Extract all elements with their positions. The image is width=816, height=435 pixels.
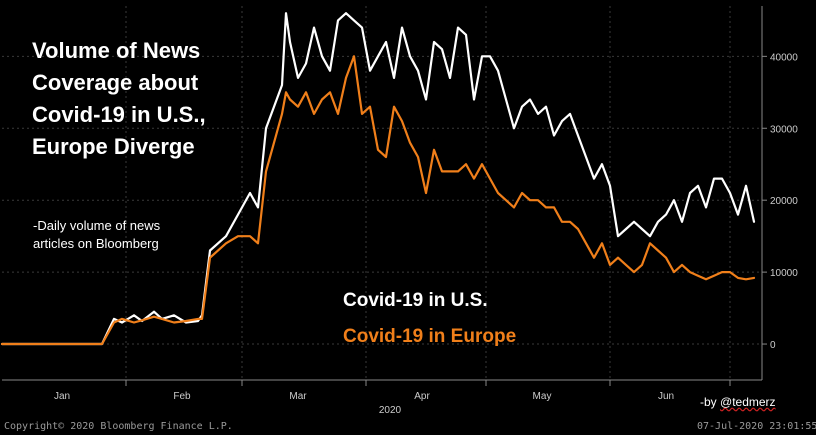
y-tick-label-0: 0 — [770, 340, 776, 351]
author-credit: -by @tedmerz — [700, 395, 776, 409]
series-layer — [0, 12, 756, 346]
legend-us: Covid-19 in U.S. — [343, 290, 488, 311]
x-year-label: 2020 — [379, 405, 402, 416]
x-tick-label-feb: Feb — [173, 391, 191, 402]
timestamp-footer: 07-Jul-2020 23:01:55 — [697, 421, 816, 432]
series-line-us — [0, 12, 756, 346]
y-tick-label-20000: 20000 — [770, 196, 798, 207]
copyright-footer: Copyright© 2020 Bloomberg Finance L.P. — [4, 421, 233, 432]
chart-title-line-2: Coverage about — [32, 70, 199, 95]
grid-layer — [2, 6, 762, 380]
y-tick-label-10000: 10000 — [770, 268, 798, 279]
series-line-europe — [0, 55, 756, 346]
tick-label-layer: 0 10000 20000 30000 40000 Jan Feb Mar Apr May Jun 2… — [54, 52, 798, 416]
axis-layer — [2, 6, 767, 386]
x-tick-label-may: May — [533, 391, 552, 402]
chart-title-line-1: Volume of News — [32, 38, 201, 63]
chart-title-line-3: Covid-19 in U.S., — [32, 102, 206, 127]
legend-europe: Covid-19 in Europe — [343, 326, 517, 347]
chart-subtitle-line-1: -Daily volume of news — [33, 218, 161, 233]
author-credit-prefix: -by — [700, 395, 721, 409]
x-tick-label-apr: Apr — [414, 391, 430, 402]
y-tick-label-40000: 40000 — [770, 52, 798, 63]
chart-subtitle-line-2: articles on Bloomberg — [33, 236, 159, 251]
x-tick-label-jan: Jan — [54, 391, 70, 402]
x-tick-label-jun: Jun — [658, 391, 674, 402]
chart-title-line-4: Europe Diverge — [32, 134, 195, 159]
x-tick-label-mar: Mar — [289, 391, 307, 402]
y-tick-label-30000: 30000 — [770, 124, 798, 135]
author-handle: @tedmerz — [720, 395, 776, 409]
